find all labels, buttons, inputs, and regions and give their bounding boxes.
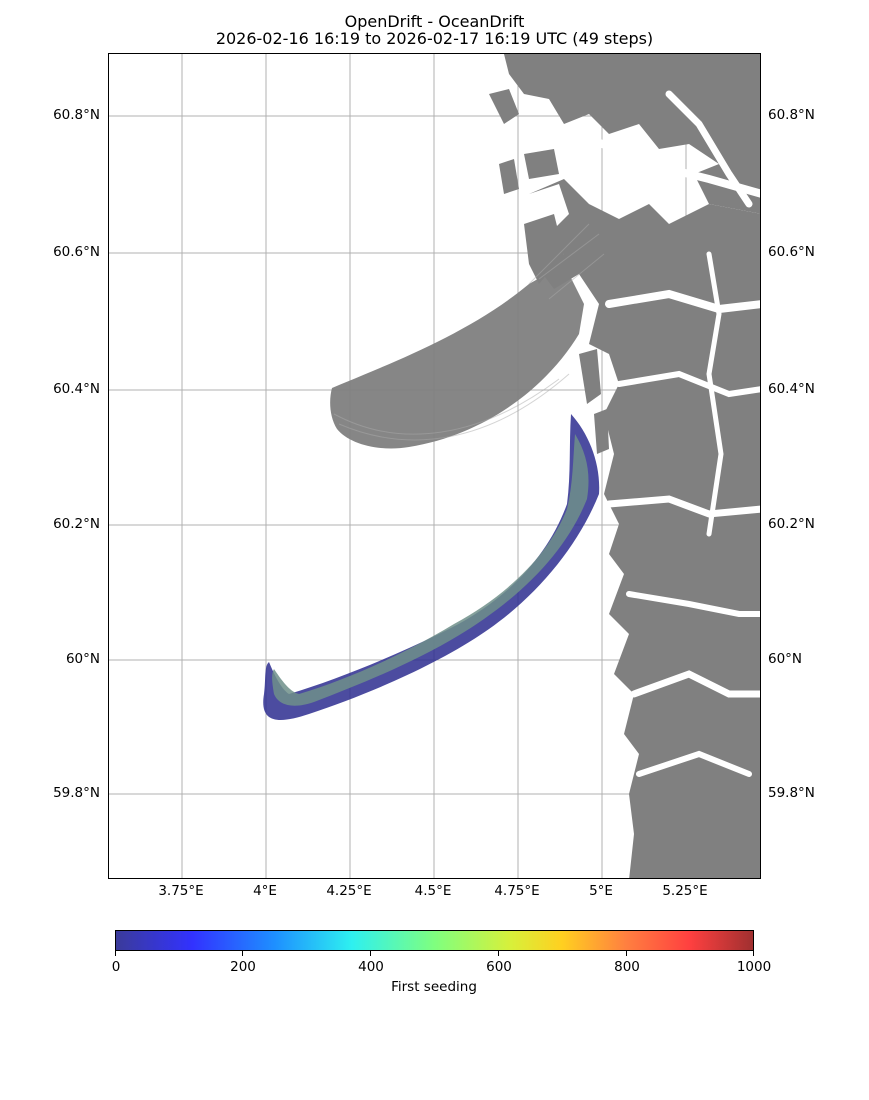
colorbar-tick: [242, 951, 243, 956]
lat-label-left: 60.6°N: [53, 244, 100, 260]
land-islands-north: [489, 89, 559, 194]
colorbar: [115, 930, 754, 951]
map-canvas: [109, 54, 760, 878]
land-peninsula: [524, 214, 564, 284]
colorbar-tick-label: 200: [230, 959, 256, 975]
colorbar-tick: [753, 951, 754, 956]
lon-label: 5.25°E: [662, 883, 708, 899]
lat-label-right: 60.6°N: [768, 244, 815, 260]
land-north: [504, 54, 760, 214]
fjords: [575, 90, 760, 777]
lat-label-right: 60.8°N: [768, 107, 815, 123]
colorbar-tick-label: 600: [486, 959, 512, 975]
density-outline: [263, 414, 600, 720]
trajectory-swath: [330, 264, 584, 449]
colorbar-tick: [626, 951, 627, 956]
lat-label-right: 59.8°N: [768, 785, 815, 801]
lon-label: 4.75°E: [494, 883, 540, 899]
trajectories: [330, 223, 605, 449]
fjord: [605, 289, 760, 314]
chart-subtitle: 2026-02-16 16:19 to 2026-02-17 16:19 UTC…: [215, 29, 654, 48]
colorbar-tick: [370, 951, 371, 956]
lon-label: 4.5°E: [414, 883, 452, 899]
lat-label-left: 59.8°N: [53, 785, 100, 801]
land-mainland: [529, 179, 760, 878]
fjord: [665, 90, 753, 208]
map-area[interactable]: [108, 53, 761, 879]
colorbar-tick-label: 400: [358, 959, 384, 975]
lat-label-right: 60.2°N: [768, 516, 815, 532]
lat-label-left: 60.2°N: [53, 516, 100, 532]
density-core: [272, 434, 589, 706]
colorbar-label: First seeding: [391, 979, 477, 995]
colorbar-tick: [115, 951, 116, 956]
fjord: [706, 251, 724, 537]
lon-label: 3.75°E: [158, 883, 204, 899]
fjord: [636, 750, 752, 777]
colorbar-tick-label: 0: [111, 959, 121, 975]
lat-label-right: 60°N: [768, 651, 803, 667]
lat-label-left: 60°N: [65, 651, 100, 667]
lon-label: 4.25°E: [326, 883, 372, 899]
colorbar-tick-label: 800: [614, 959, 640, 975]
lat-label-left: 60.4°N: [53, 381, 100, 397]
colorbar-tick-label: 1000: [736, 959, 772, 975]
chart-title: OpenDrift - OceanDrift: [344, 12, 525, 31]
land-islands-west: [579, 349, 609, 454]
lon-label: 5°E: [589, 883, 613, 899]
fjord: [616, 370, 760, 398]
fjord: [605, 495, 760, 518]
particle-density: [263, 414, 600, 720]
fjord: [626, 591, 760, 617]
lon-label: 4°E: [253, 883, 277, 899]
colorbar-tick: [498, 951, 499, 956]
trajectory-streaks: [333, 223, 605, 441]
lat-label-right: 60.4°N: [768, 381, 815, 397]
fjord: [630, 670, 760, 698]
lat-label-left: 60.8°N: [53, 107, 100, 123]
